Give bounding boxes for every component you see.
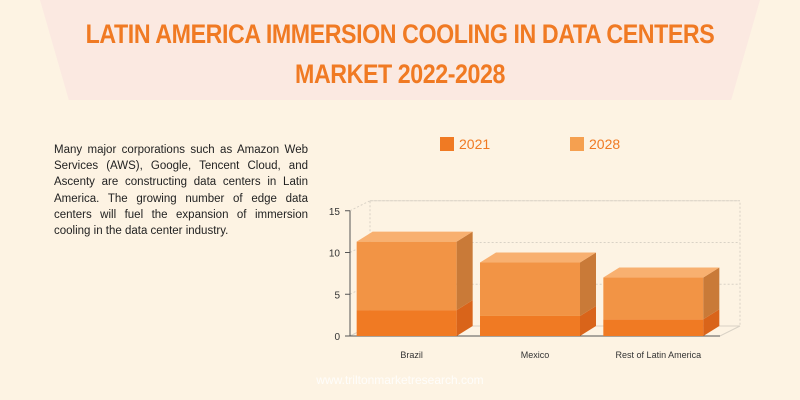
page-title: LATIN AMERICA IMMERSION COOLING IN DATA … <box>56 14 744 94</box>
title-banner <box>40 0 760 100</box>
y-tick-label: 15 <box>329 207 341 218</box>
y-tick-label: 5 <box>334 290 340 301</box>
bar-top <box>603 267 720 278</box>
chart-legend: 2021 2028 <box>0 136 800 156</box>
bar-side-2021 <box>703 309 720 336</box>
x-tick-label: Brazil <box>400 350 423 360</box>
bar-top <box>356 231 473 242</box>
legend-swatch-2021 <box>440 137 454 151</box>
legend-item-2021: 2021 <box>440 136 490 152</box>
x-tick-label: Rest of Latin America <box>616 350 702 360</box>
bar-side-2028 <box>703 267 720 320</box>
bar-side-2028 <box>456 231 473 311</box>
legend-label-2028: 2028 <box>589 136 621 152</box>
y-tick-label: 10 <box>329 249 341 260</box>
title-line-1: LATIN AMERICA IMMERSION COOLING IN DATA … <box>85 19 715 49</box>
bar-side-2028 <box>580 252 596 316</box>
title-line-2: MARKET 2022-2028 <box>295 59 505 89</box>
gridline <box>349 200 740 212</box>
bar-front-2028 <box>356 241 457 311</box>
bar-side-2021 <box>580 305 596 336</box>
bar-front-2021 <box>356 310 457 336</box>
bar-front-2021 <box>603 319 704 336</box>
footer-url: www.triltonmarketresearch.com <box>316 373 484 387</box>
legend-label-2021: 2021 <box>459 136 491 152</box>
legend-swatch-2028 <box>570 137 584 151</box>
bar-side-2021 <box>456 300 473 336</box>
gridline <box>349 242 740 253</box>
bar-front-2021 <box>480 315 580 336</box>
bar-front-2028 <box>603 277 704 320</box>
bar-top <box>480 252 596 263</box>
legend-item-2028: 2028 <box>570 136 620 152</box>
x-tick-label: Mexico <box>521 350 550 360</box>
y-tick-label: 0 <box>334 332 340 343</box>
description-text: Many major corporations such as Amazon W… <box>54 144 308 238</box>
bar-front-2028 <box>480 262 580 316</box>
